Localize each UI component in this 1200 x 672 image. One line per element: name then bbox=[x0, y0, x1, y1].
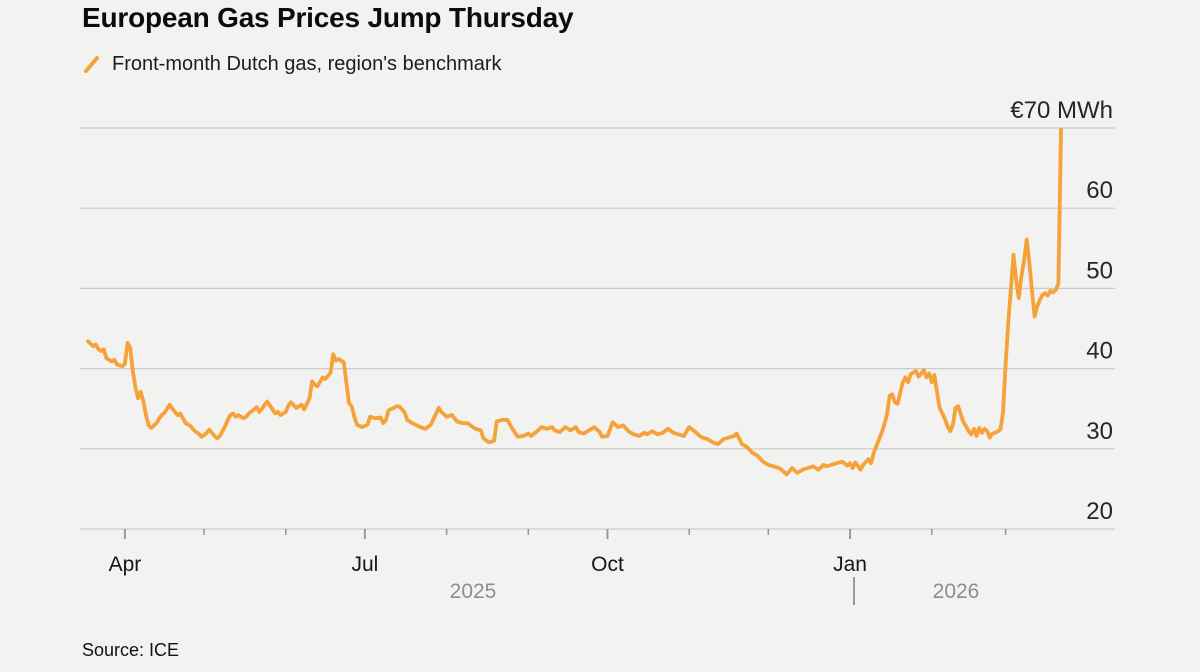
x-tick-label-jan: Jan bbox=[833, 553, 867, 576]
page-title: European Gas Prices Jump Thursday bbox=[82, 2, 574, 33]
price-series-line bbox=[86, 127, 1063, 477]
source-attribution: Source: ICE bbox=[82, 640, 180, 660]
y-tick-label-30: 30 bbox=[1086, 418, 1113, 445]
chart-legend: Front-month Dutch gas, region's benchmar… bbox=[82, 53, 502, 76]
x-tick-label-jul: Jul bbox=[351, 553, 378, 576]
y-tick-label-40: 40 bbox=[1086, 338, 1113, 365]
legend-label: Front-month Dutch gas, region's benchmar… bbox=[112, 53, 502, 75]
x-tick-label-oct: Oct bbox=[591, 553, 624, 576]
y-tick-label-20: 20 bbox=[1086, 498, 1113, 525]
year-label-2025: 2025 bbox=[449, 580, 497, 603]
y-axis-unit-label: €70 MWh bbox=[1010, 97, 1113, 124]
year-label-2026: 2026 bbox=[932, 580, 980, 603]
x-tick-label-apr: Apr bbox=[109, 553, 142, 576]
y-tick-label-50: 50 bbox=[1086, 257, 1113, 284]
year-divider bbox=[853, 577, 855, 605]
y-tick-label-60: 60 bbox=[1086, 177, 1113, 204]
legend-slash-icon bbox=[82, 54, 102, 76]
